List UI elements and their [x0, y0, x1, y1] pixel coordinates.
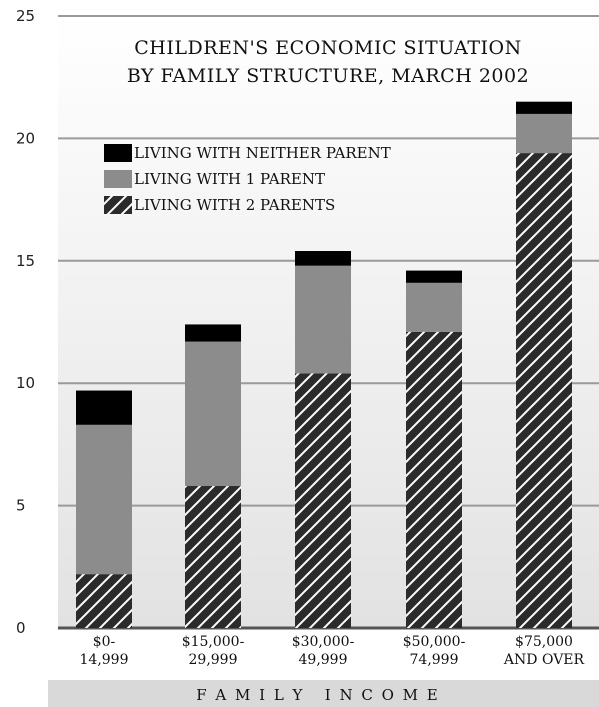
category-labels: $0- 14,999 $15,000- 29,999 $30,000- 49,999 $50… [80, 634, 585, 668]
bars [76, 101, 572, 628]
chart-title-line-1: CHILDREN'S ECONOMIC SITUATION [134, 37, 521, 59]
legend-swatch [104, 196, 132, 214]
legend-label: LIVING WITH 2 PARENTS [134, 196, 335, 214]
legend-label: LIVING WITH 1 PARENT [134, 170, 325, 188]
legend-swatch [104, 144, 132, 162]
category-label: $15,000- [182, 634, 245, 650]
category-label: $50,000- [403, 634, 466, 650]
category-label: 74,999 [410, 652, 459, 668]
y-tick-labels: 0 5 10 15 20 25 [16, 7, 35, 637]
bar-segment-two-parents [516, 153, 572, 628]
bar-segment-one-parent [406, 282, 462, 332]
legend: LIVING WITH NEITHER PARENT LIVING WITH 1 … [104, 144, 391, 214]
bar-segment-neither-parent [295, 251, 351, 266]
bar-segment-neither-parent [406, 270, 462, 283]
y-tick-label: 20 [16, 129, 35, 147]
bar-segment-one-parent [516, 113, 572, 154]
legend-swatch [104, 170, 132, 188]
category-label: $30,000- [292, 634, 355, 650]
y-tick-label: 10 [16, 374, 35, 392]
bar-segment-neither-parent [516, 101, 572, 114]
bar-segment-neither-parent [76, 390, 132, 425]
bar-segment-one-parent [295, 265, 351, 374]
category-label: 49,999 [299, 652, 348, 668]
bar-segment-one-parent [76, 424, 132, 575]
x-axis-label-band [48, 680, 599, 707]
chart-title-line-2: BY FAMILY STRUCTURE, MARCH 2002 [127, 65, 529, 87]
bar-segment-two-parents [76, 574, 132, 628]
bar-segment-two-parents [295, 373, 351, 628]
bar-segment-two-parents [185, 486, 241, 628]
bar-segment-two-parents [406, 331, 462, 628]
x-axis-label: F A M I L Y I N C O M E [196, 686, 440, 704]
bar-segment-one-parent [185, 341, 241, 487]
bar-segment-neither-parent [185, 324, 241, 342]
category-label: 14,999 [80, 652, 129, 668]
y-tick-label: 5 [16, 497, 26, 515]
category-label: $0- [93, 634, 116, 650]
y-tick-label: 0 [16, 619, 26, 637]
y-tick-label: 15 [16, 252, 35, 270]
y-tick-label: 25 [16, 7, 35, 25]
category-label: 29,999 [189, 652, 238, 668]
category-label: AND OVER [503, 652, 585, 668]
category-label: $75,000 [515, 634, 573, 650]
legend-label: LIVING WITH NEITHER PARENT [134, 144, 391, 162]
